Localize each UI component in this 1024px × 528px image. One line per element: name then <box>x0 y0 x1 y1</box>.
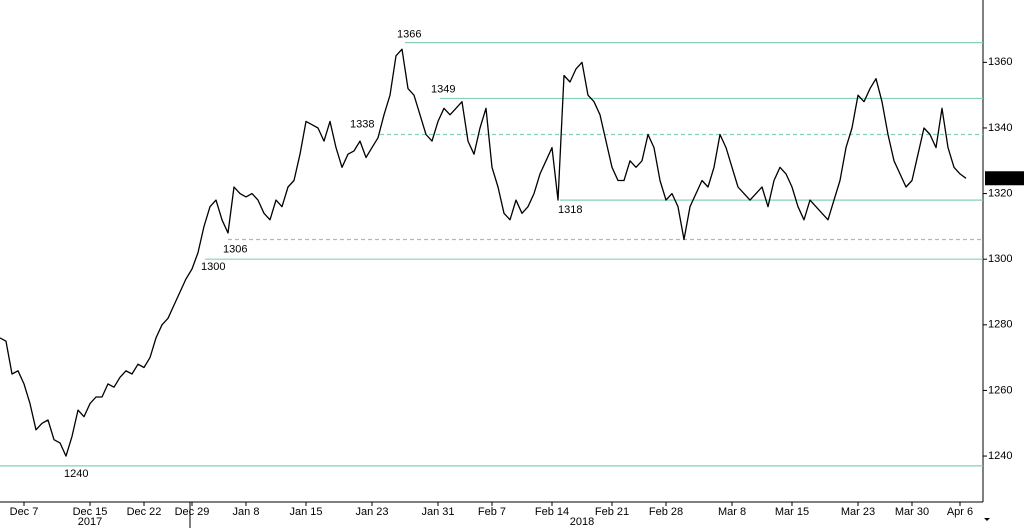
last-price-box <box>985 171 1024 186</box>
price-line <box>0 48 967 457</box>
x-tick-label: Jan 23 <box>355 506 388 518</box>
x-tick-label: Jan 8 <box>233 506 260 518</box>
annotation: 1300 <box>201 261 225 273</box>
year-label: 2018 <box>570 516 594 528</box>
x-tick-label: Apr 6 <box>947 506 973 518</box>
annotation: 1306 <box>223 243 247 255</box>
annotation: 1338 <box>350 118 374 130</box>
x-tick-label: Feb 28 <box>649 506 683 518</box>
y-tick-label: 1300 <box>988 253 1012 265</box>
x-tick-label: Dec 29 <box>175 506 210 518</box>
x-tick-label: Mar 30 <box>895 506 929 518</box>
y-tick-label: 1360 <box>988 56 1012 68</box>
x-tick-label: Jan 15 <box>289 506 322 518</box>
x-tick-label: Mar 23 <box>841 506 875 518</box>
scroll-arrow <box>984 518 990 521</box>
x-tick-label: Dec 15 <box>73 506 108 518</box>
annotation: 1240 <box>64 468 88 480</box>
last-price-label: 1324.67 <box>987 172 1024 184</box>
y-tick-label: 1260 <box>988 384 1012 396</box>
y-tick-label: 1340 <box>988 122 1012 134</box>
x-tick-label: Dec 7 <box>10 506 39 518</box>
x-tick-label: Mar 15 <box>775 506 809 518</box>
y-tick-label: 1240 <box>988 450 1012 462</box>
x-tick-label: Mar 8 <box>718 506 746 518</box>
year-label: 2017 <box>78 516 102 528</box>
annotation: 1349 <box>431 83 455 95</box>
y-tick-label: 1280 <box>988 319 1012 331</box>
x-tick-label: Feb 7 <box>478 506 506 518</box>
x-tick-label: Feb 14 <box>535 506 569 518</box>
annotation: 1318 <box>558 204 582 216</box>
x-tick-label: Dec 22 <box>127 506 162 518</box>
x-tick-label: Feb 21 <box>595 506 629 518</box>
x-tick-label: Jan 31 <box>421 506 454 518</box>
annotation: 1366 <box>397 29 421 41</box>
y-tick-label: 1320 <box>988 187 1012 199</box>
